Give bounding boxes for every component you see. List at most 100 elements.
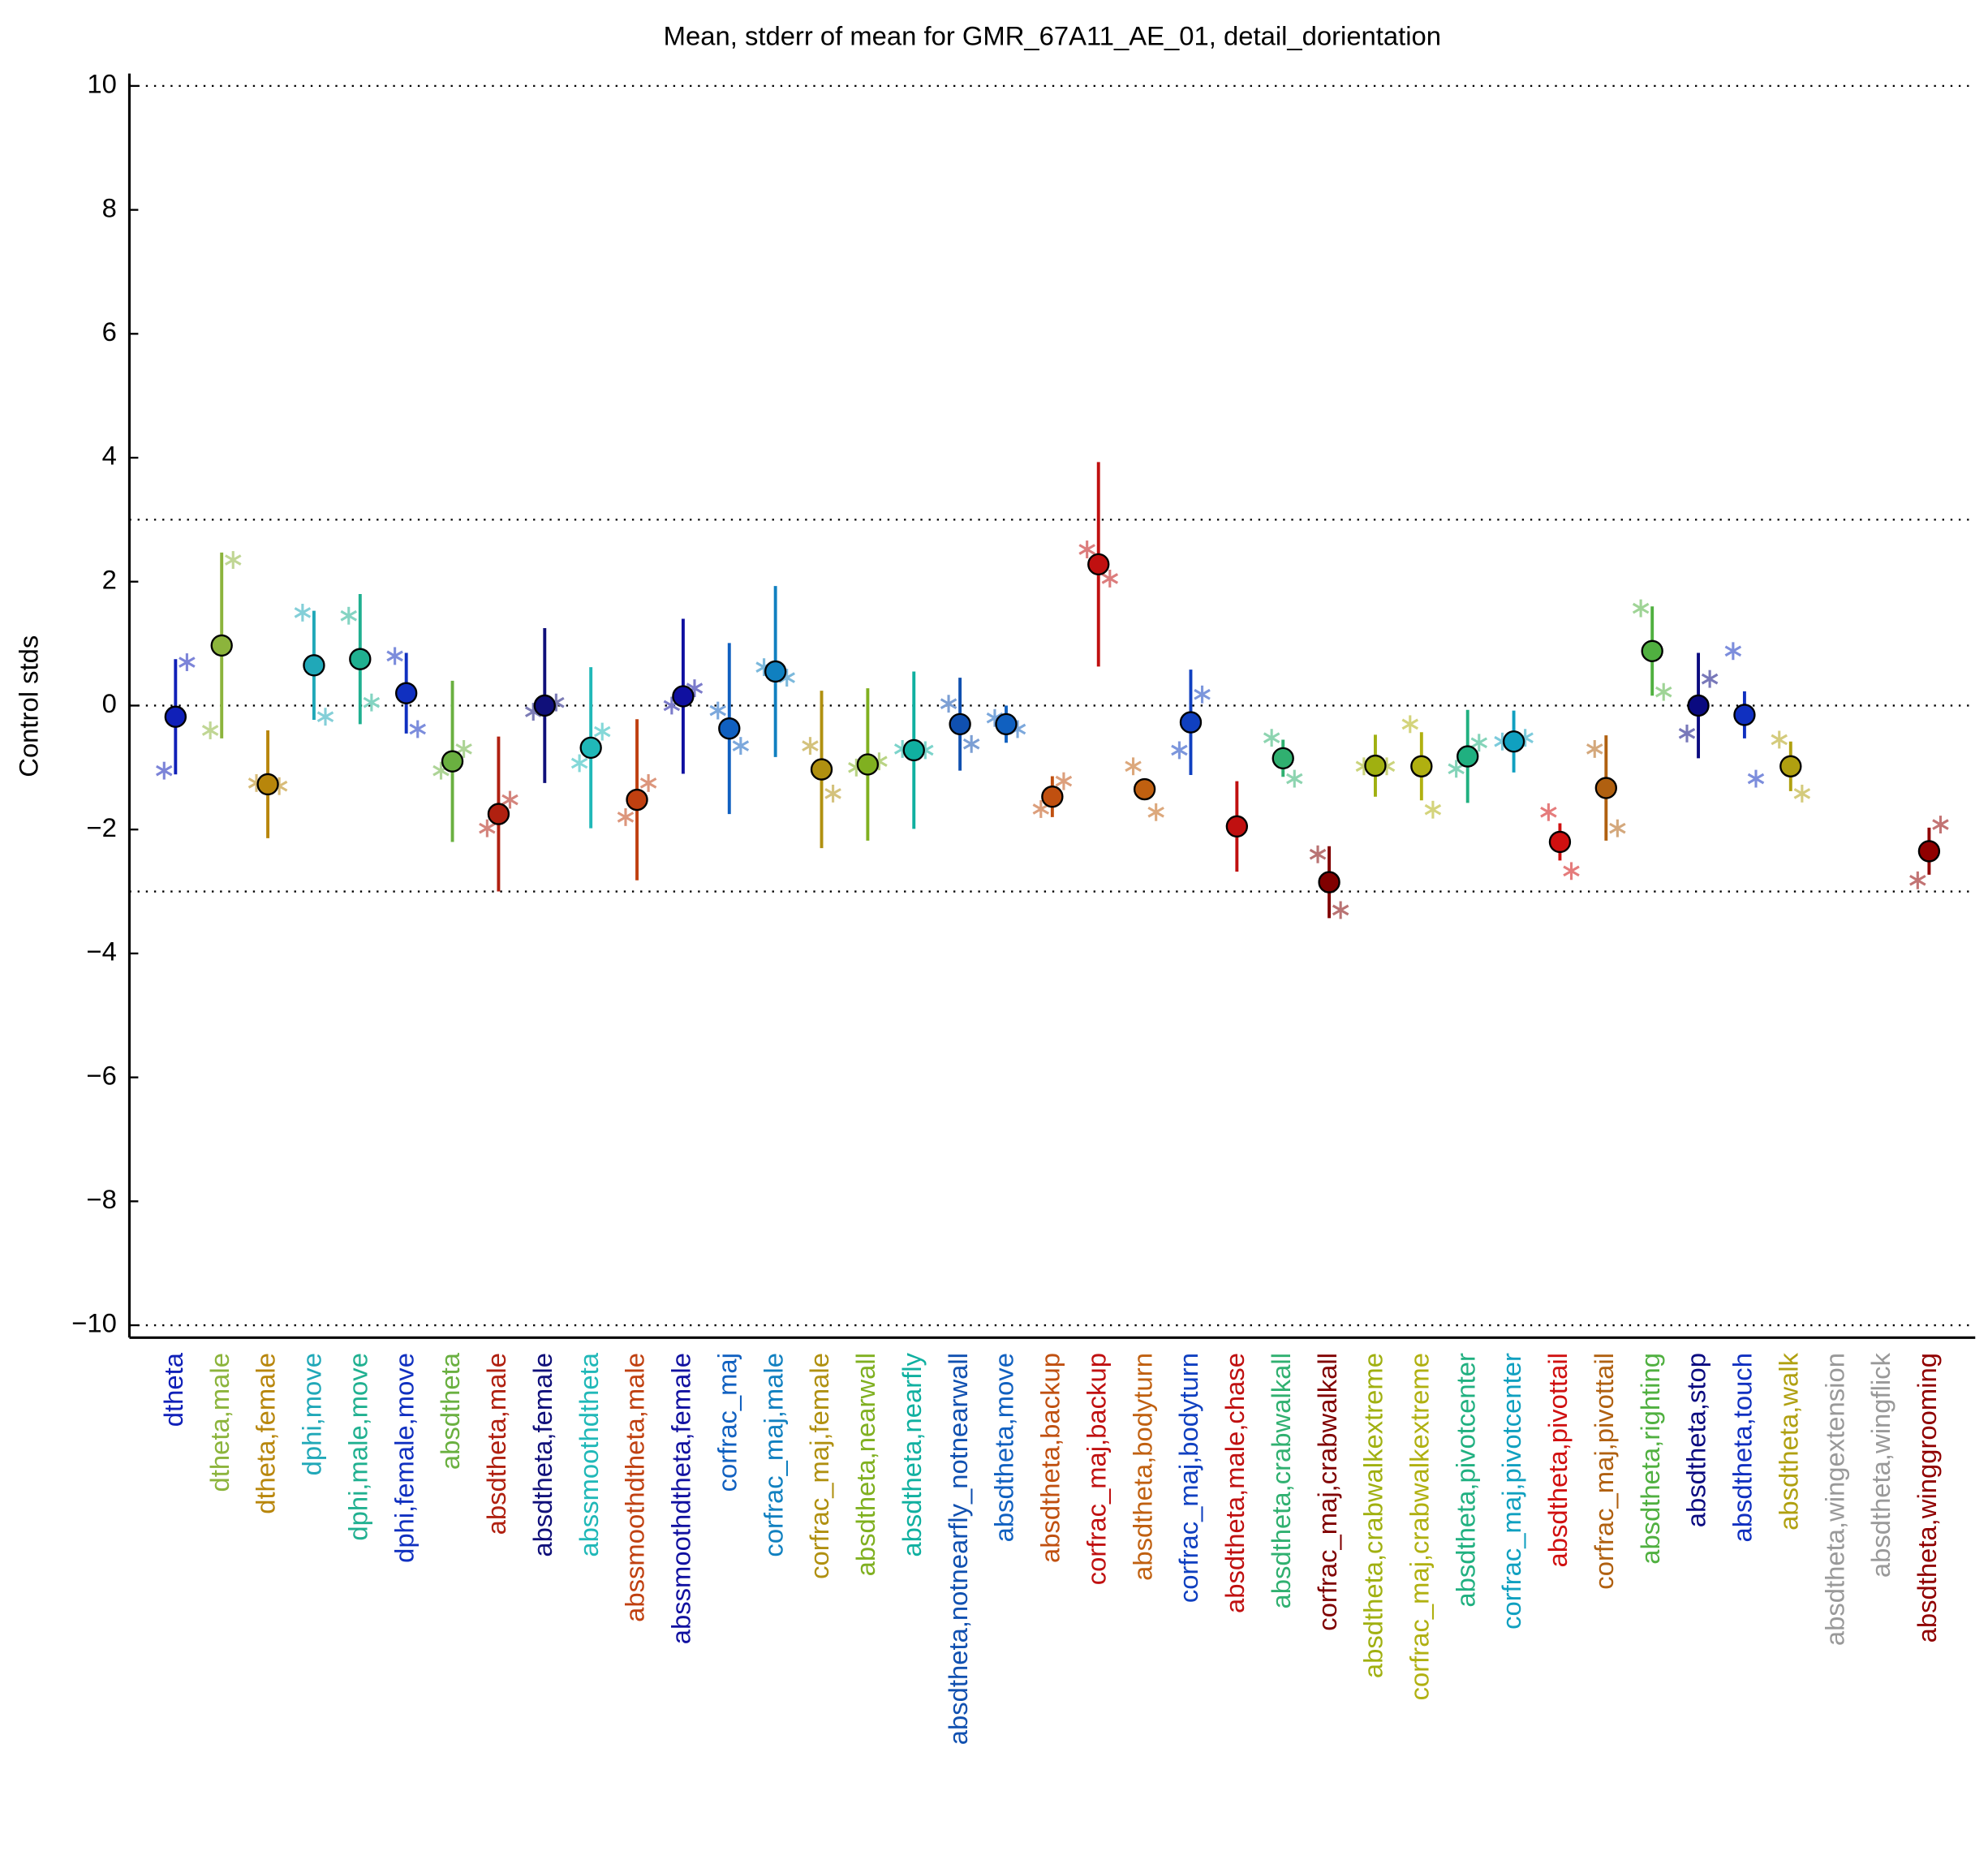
asterisk	[1909, 871, 1926, 889]
asterisk-stroke	[663, 700, 681, 712]
asterisk-stroke	[1309, 848, 1327, 860]
mean-marker	[1641, 639, 1663, 662]
asterisk-stroke	[1793, 788, 1811, 799]
x-tick-label: corfrac_maj,male	[758, 1353, 788, 1557]
asterisk-stroke	[1125, 760, 1142, 773]
asterisk	[962, 734, 980, 753]
asterisk-stroke	[201, 725, 219, 736]
asterisk	[1078, 540, 1095, 558]
asterisk	[294, 603, 312, 622]
x-tick-label: absdtheta,pivotcenter	[1450, 1353, 1480, 1608]
asterisk	[593, 722, 611, 741]
asterisk	[639, 773, 657, 792]
asterisk-stroke	[1147, 806, 1164, 818]
y-axis-label: Control stds	[13, 635, 43, 777]
asterisk	[940, 695, 957, 713]
asterisk-stroke	[1401, 718, 1419, 730]
mean-marker	[810, 758, 833, 781]
x-tick-label: absdtheta,touch	[1728, 1353, 1758, 1542]
mean-marker	[995, 713, 1018, 736]
asterisk	[1309, 845, 1327, 863]
mean-marker	[1917, 840, 1941, 863]
asterisk	[1332, 901, 1349, 919]
asterisk	[1401, 715, 1419, 734]
mean-marker	[1364, 754, 1387, 777]
asterisk	[1678, 724, 1696, 743]
asterisk-stroke	[225, 554, 242, 566]
asterisk-stroke	[386, 650, 403, 662]
asterisk-stroke	[1540, 806, 1557, 818]
x-tick-label: absdtheta,female	[527, 1353, 557, 1557]
asterisk-stroke	[1586, 743, 1603, 755]
x-tick-label: absdtheta,stop	[1681, 1353, 1711, 1527]
y-tick-label: 2	[102, 564, 117, 594]
asterisk-stroke	[363, 696, 381, 708]
asterisk-stroke	[1563, 865, 1580, 877]
asterisk-stroke	[1909, 874, 1926, 886]
asterisk-stroke	[479, 822, 496, 834]
mean-marker	[1133, 777, 1156, 801]
x-tick-label: absdtheta,pivottail	[1543, 1353, 1573, 1567]
asterisk	[1793, 784, 1811, 803]
asterisk-stroke	[1932, 819, 1949, 830]
asterisk-stroke	[524, 706, 542, 717]
asterisk-stroke	[156, 764, 173, 777]
asterisk-stroke	[455, 743, 472, 755]
asterisk-stroke	[294, 607, 312, 618]
asterisk	[1101, 569, 1119, 588]
mean-marker	[902, 738, 925, 762]
asterisk-stroke	[1470, 737, 1488, 749]
asterisk	[1771, 730, 1788, 749]
x-tick-label: corfrac_maj,bodyturn	[1173, 1353, 1203, 1603]
asterisk	[1032, 800, 1050, 818]
asterisk-stroke	[1078, 544, 1095, 555]
asterisk-stroke	[962, 738, 980, 750]
mean-marker	[533, 694, 556, 717]
asterisk	[1263, 729, 1280, 747]
mean-marker	[1594, 777, 1617, 799]
mean-marker	[395, 682, 418, 704]
asterisk	[1125, 757, 1142, 776]
asterisk	[1424, 800, 1442, 819]
mean-marker	[1272, 747, 1294, 770]
x-tick-label: absdtheta,male	[481, 1353, 511, 1535]
asterisk-stroke	[501, 794, 519, 806]
y-tick-label: 0	[102, 688, 117, 718]
x-tick-label: absdtheta,crabwalkall	[1266, 1353, 1296, 1608]
x-tick-label: absdtheta,backup	[1035, 1353, 1065, 1563]
asterisk-stroke	[340, 609, 358, 622]
asterisk	[340, 606, 358, 625]
asterisk	[363, 693, 381, 712]
y-tick-label: 10	[87, 69, 116, 99]
x-tick-label: absdtheta,wingflick	[1865, 1352, 1895, 1578]
asterisk	[1147, 803, 1164, 821]
x-tick-label: corfrac_maj,crabwalkall	[1312, 1353, 1342, 1631]
x-tick-label: absdtheta,winggrooming	[1912, 1353, 1942, 1643]
mean-marker	[1318, 871, 1340, 893]
mean-marker	[349, 648, 372, 670]
x-tick-label: absdtheta,nearwall	[850, 1353, 880, 1576]
asterisk	[201, 721, 219, 739]
asterisk	[1540, 803, 1557, 821]
y-tick-label: −6	[86, 1060, 116, 1090]
asterisk-stroke	[179, 657, 196, 668]
asterisk-stroke	[1194, 688, 1211, 700]
asterisk-stroke	[686, 682, 704, 694]
asterisk-stroke	[1747, 773, 1765, 785]
x-tick-label: absdtheta,bodyturn	[1127, 1353, 1157, 1581]
asterisk	[1724, 642, 1742, 661]
asterisk-stroke	[570, 757, 588, 769]
mean-marker	[303, 654, 325, 677]
y-tick-label: 4	[102, 441, 117, 471]
asterisk-stroke	[1771, 734, 1788, 746]
x-tick-label: abssmoothdtheta,male	[620, 1353, 650, 1622]
mean-marker	[1548, 830, 1572, 854]
x-tick-label: corfrac_maj,backup	[1081, 1353, 1111, 1585]
x-tick-label: corfrac_maj,crabwalkextreme	[1405, 1353, 1435, 1700]
x-tick-label: absdtheta	[435, 1352, 465, 1470]
y-tick-label: −8	[86, 1184, 116, 1214]
x-tick-label: absdtheta,move	[989, 1353, 1019, 1542]
asterisk-stroke	[1609, 822, 1626, 834]
x-tick-label: corfrac_maj,female	[804, 1353, 834, 1579]
